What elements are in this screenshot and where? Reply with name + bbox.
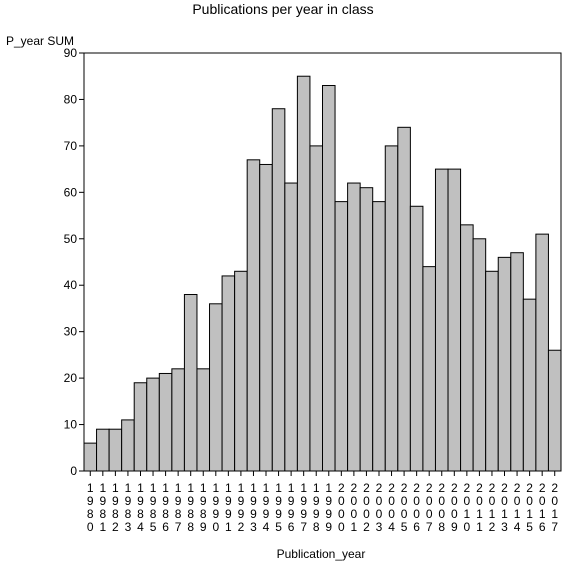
y-tick-label: 70 xyxy=(64,139,78,153)
bar-1992 xyxy=(234,270,248,472)
y-tick-label: 0 xyxy=(70,464,77,478)
bar-1981 xyxy=(96,428,110,472)
x-axis-label: Publication_year xyxy=(277,547,366,561)
x-axis-ticks: 1 9 8 0 1 9 8 1 1 9 8 2 1 9 8 3 1 9 8 4 1 9 8 5 1 9 8 6 1 9 8 7 1 9 8 8 1 9 8 9… xyxy=(87,471,558,534)
bar-1980 xyxy=(83,442,98,472)
y-tick-label: 10 xyxy=(64,418,78,432)
y-tick-label: 90 xyxy=(64,46,78,60)
bar-2002 xyxy=(359,187,374,472)
bar-2006 xyxy=(409,205,424,472)
bar-1995 xyxy=(271,108,286,472)
y-tick-label: 30 xyxy=(64,325,78,339)
plot-frame xyxy=(83,52,562,472)
bar-2015 xyxy=(522,298,537,472)
y-tick-label: 60 xyxy=(64,185,78,199)
bar-2011 xyxy=(472,238,487,472)
bar-2016 xyxy=(535,233,549,472)
y-tick-label: 20 xyxy=(64,371,78,385)
bar-1999 xyxy=(322,85,336,472)
y-axis-label: P_year SUM xyxy=(6,34,74,48)
chart-title: Publications per year in class xyxy=(192,1,373,17)
bar-1984 xyxy=(133,382,148,472)
bar-1997 xyxy=(296,75,311,472)
y-tick-label: 80 xyxy=(64,92,78,106)
bar-1982 xyxy=(108,428,123,472)
bar-2009 xyxy=(447,168,462,472)
bar-2012 xyxy=(485,270,499,472)
bar-2003 xyxy=(372,201,386,472)
bar-2010 xyxy=(460,224,474,472)
bar-2005 xyxy=(397,126,411,472)
bar-1998 xyxy=(309,145,324,472)
bar-2007 xyxy=(422,266,436,472)
bars-group xyxy=(83,75,562,472)
bar-1994 xyxy=(259,163,273,472)
bar-2008 xyxy=(434,168,449,472)
bar-2004 xyxy=(384,145,399,472)
bar-2014 xyxy=(510,252,524,472)
bar-1985 xyxy=(146,377,160,472)
bar-1993 xyxy=(246,159,261,472)
bar-1989 xyxy=(196,368,211,472)
bar-1983 xyxy=(121,419,135,472)
bar-1991 xyxy=(221,275,236,472)
bar-2001 xyxy=(347,182,361,472)
y-tick-label: 40 xyxy=(64,278,78,292)
bar-2013 xyxy=(497,256,512,472)
bar-1988 xyxy=(183,294,198,472)
bar-1990 xyxy=(209,303,223,472)
bar-2017 xyxy=(547,349,562,472)
bar-1996 xyxy=(284,182,298,472)
bar-2000 xyxy=(334,201,349,472)
bar-1987 xyxy=(171,368,185,472)
bar-1986 xyxy=(158,372,173,472)
y-axis-ticks: 0 10 20 30 40 50 60 70 80 90 xyxy=(64,46,84,478)
y-tick-label: 50 xyxy=(64,232,78,246)
